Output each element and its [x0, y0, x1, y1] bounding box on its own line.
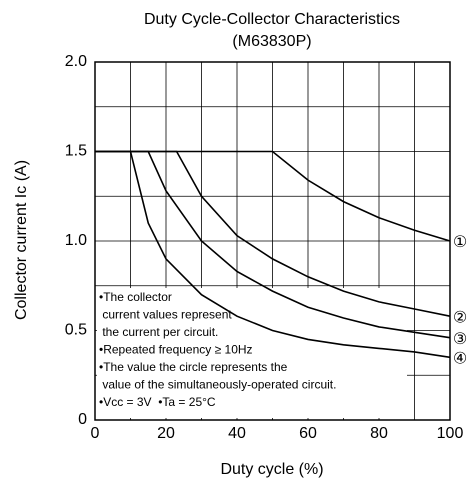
y-tick-label: 1.5 — [65, 143, 87, 160]
series-line — [95, 150, 451, 242]
annotation: •The collector — [99, 290, 172, 304]
legend-label: ② — [453, 309, 467, 326]
x-tick-label: 60 — [299, 425, 317, 442]
legend-label: ③ — [453, 331, 467, 348]
y-axis-label: Collector current Ic (A) — [13, 160, 30, 320]
chart-subtitle: (M63830P) — [232, 33, 311, 50]
note-background — [97, 288, 407, 418]
annotation: •Repeated frequency ≥ 10Hz — [99, 343, 253, 357]
x-tick-label: 40 — [228, 425, 246, 442]
y-tick-label: 0 — [78, 411, 87, 428]
annotation: •Vcc = 3V •Ta = 25°C — [99, 395, 216, 409]
y-tick-label: 0.5 — [65, 322, 87, 339]
chart-title: Duty Cycle-Collector Characteristics — [144, 11, 400, 28]
series-line — [95, 150, 451, 339]
series-line — [95, 150, 451, 317]
y-tick-label: 1.0 — [65, 232, 87, 249]
annotation: value of the simultaneously-operated cir… — [99, 378, 336, 392]
y-tick-label: 2.0 — [65, 53, 87, 70]
x-tick-label: 100 — [437, 425, 464, 442]
annotation: •The value the circle represents the — [99, 360, 288, 374]
annotation: the current per circuit. — [99, 325, 218, 339]
legend-label: ① — [453, 234, 467, 251]
legend-label: ④ — [453, 351, 467, 368]
x-axis-label: Duty cycle (%) — [220, 461, 323, 478]
x-tick-label: 20 — [157, 425, 175, 442]
series-line — [95, 150, 451, 359]
x-tick-label: 80 — [370, 425, 388, 442]
annotation: current values represent — [99, 308, 232, 322]
x-tick-label: 0 — [91, 425, 100, 442]
